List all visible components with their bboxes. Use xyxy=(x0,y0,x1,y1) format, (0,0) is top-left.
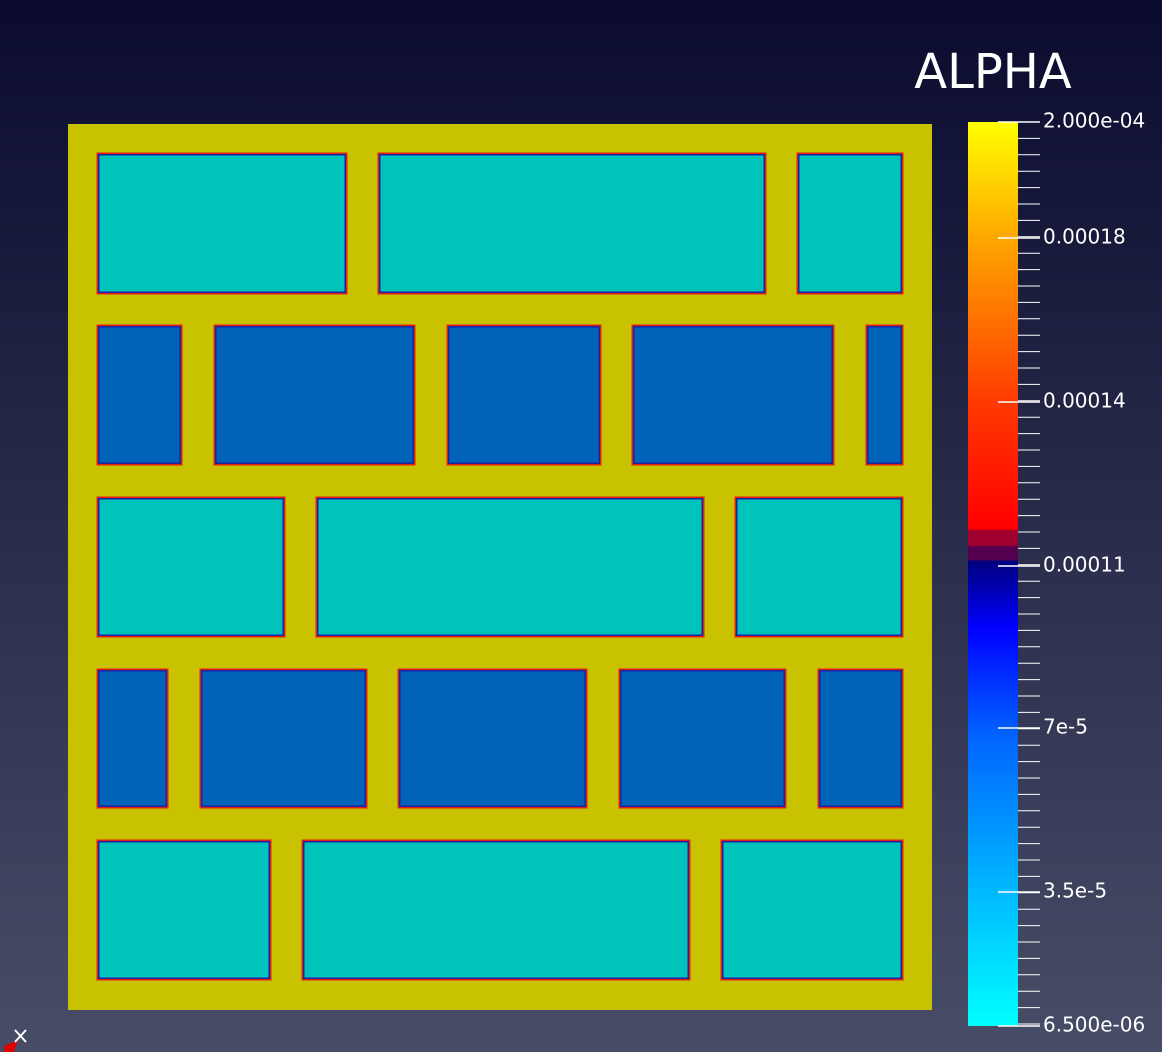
brick xyxy=(99,671,166,806)
brick xyxy=(318,499,702,635)
color-bar xyxy=(968,122,1018,1026)
tick-label: 2.000e-04 xyxy=(1043,109,1145,133)
brick xyxy=(400,671,585,806)
brick xyxy=(99,155,345,292)
bricks xyxy=(96,152,904,981)
tick-label: 3.5e-5 xyxy=(1043,879,1107,903)
color-bar-ticks: 2.000e-04 0.00018 0.00014 0.00011 7e-5 3.5e-5… xyxy=(998,109,1145,1037)
axes-icon xyxy=(4,1029,27,1052)
brick xyxy=(380,155,764,292)
brick xyxy=(99,842,269,978)
brick xyxy=(99,499,283,635)
tick-label: 0.00014 xyxy=(1043,389,1126,413)
brick xyxy=(820,671,901,806)
brick xyxy=(737,499,901,635)
brick xyxy=(304,842,688,978)
legend-title: ALPHA xyxy=(914,44,1072,100)
axis-glyph xyxy=(14,1029,27,1043)
tick-label: 6.500e-06 xyxy=(1043,1013,1145,1037)
axis-glyph xyxy=(4,1040,18,1052)
brick xyxy=(216,327,413,463)
brick xyxy=(799,155,901,292)
brick xyxy=(621,671,784,806)
tick-label: 0.00018 xyxy=(1043,225,1126,249)
brick xyxy=(202,671,365,806)
brick xyxy=(723,842,901,978)
tick-label: 0.00011 xyxy=(1043,553,1126,577)
brick xyxy=(449,327,599,463)
tick-label: 7e-5 xyxy=(1043,715,1088,739)
brick xyxy=(99,327,180,463)
brick xyxy=(634,327,832,463)
brick xyxy=(868,327,901,463)
